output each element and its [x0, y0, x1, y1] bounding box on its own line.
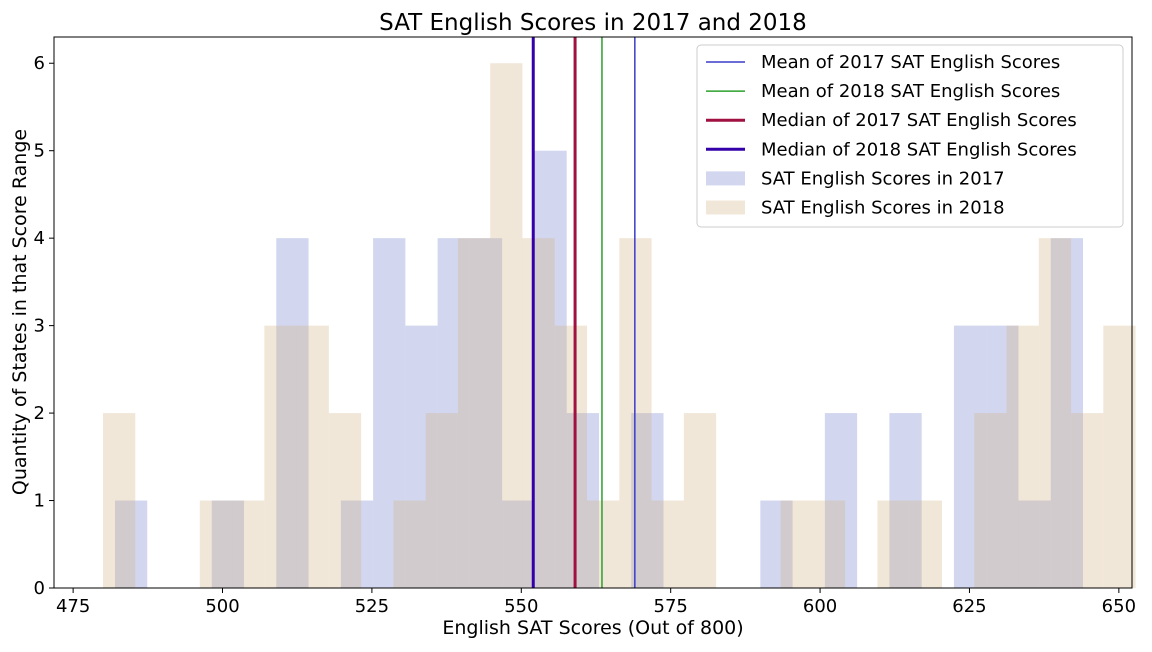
x-tick-label: 600 [803, 596, 837, 617]
y-tick-label: 6 [34, 53, 45, 74]
legend-swatch [706, 200, 745, 215]
legend-label: Median of 2018 SAT English Scores [761, 139, 1077, 160]
hist-bar-2017 [953, 325, 987, 588]
hist-bar-2017 [534, 150, 567, 588]
hist-bar-2017 [437, 238, 470, 588]
hist-bar-2018 [812, 500, 846, 588]
hist-bar-2017 [1018, 500, 1051, 588]
hist-bar-2018 [780, 500, 813, 588]
legend-label: SAT English Scores in 2018 [761, 198, 1005, 219]
hist-bar-2018 [264, 325, 297, 588]
legend-label: Mean of 2017 SAT English Scores [761, 52, 1060, 73]
hist-bar-2018 [457, 238, 491, 588]
x-axis-label: English SAT Scores (Out of 800) [442, 617, 743, 639]
hist-bar-2018 [1071, 413, 1104, 588]
hist-bar-2018 [232, 500, 265, 588]
plot-frame [53, 36, 1133, 589]
hist-bar-2018 [1038, 238, 1072, 588]
hist-bar-2017 [405, 325, 438, 588]
x-tick-label: 525 [355, 596, 389, 617]
hist-bar-2018 [522, 238, 555, 588]
hist-bar-2017 [824, 413, 858, 588]
y-tick-label: 4 [34, 228, 45, 249]
hist-bar-2017 [631, 413, 664, 588]
reference-lines-layer [531, 37, 636, 588]
hist-bar-2018 [909, 500, 942, 588]
legend-label: Mean of 2018 SAT English Scores [761, 81, 1060, 102]
hist-bar-2017 [276, 238, 309, 588]
legend: Mean of 2017 SAT English Scores Mean of 2… [696, 44, 1124, 228]
hist-bar-2018 [490, 63, 523, 588]
hist-bar-2018 [683, 413, 717, 588]
x-tick-label: 475 [56, 596, 90, 617]
hist-bar-2018 [393, 500, 426, 588]
bars-layer [103, 63, 1136, 588]
legend-swatch [706, 171, 745, 186]
hist-bar-2017 [760, 500, 793, 588]
x-tick-label: 650 [1102, 596, 1136, 617]
x-tick-label: 575 [654, 596, 688, 617]
hist-bar-2017 [502, 500, 535, 588]
hist-bar-2017 [889, 413, 922, 588]
hist-bar-2018 [1006, 325, 1039, 588]
hist-bar-2017 [986, 325, 1019, 588]
hist-bar-2018 [651, 500, 684, 588]
hist-bar-2018 [296, 325, 329, 588]
hist-bar-2018 [103, 413, 136, 588]
x-tick-label: 500 [205, 596, 239, 617]
hist-bar-2017 [114, 500, 148, 588]
y-tick-label: 0 [34, 578, 45, 599]
y-tick-label: 5 [34, 141, 45, 162]
hist-bar-2017 [566, 413, 599, 588]
y-tick-label: 1 [34, 491, 45, 512]
hist-bar-2018 [877, 500, 910, 588]
hist-bar-2017 [340, 500, 374, 588]
hist-bar-2018 [554, 325, 588, 588]
hist-bar-2017 [373, 238, 406, 588]
hist-bar-2018 [1103, 325, 1136, 588]
hist-bar-2018 [587, 500, 620, 588]
x-tick-label: 625 [952, 596, 986, 617]
hist-bar-2018 [425, 413, 458, 588]
legend-label: SAT English Scores in 2017 [761, 168, 1005, 189]
hist-bar-2018 [328, 413, 362, 588]
y-axis-ticks: 0 1 2 3 4 5 6 [34, 53, 54, 599]
hist-bar-2018 [974, 413, 1007, 588]
chart-title: SAT English Scores in 2017 and 2018 [379, 10, 807, 36]
hist-bar-2017 [1050, 238, 1083, 588]
y-tick-label: 3 [34, 316, 45, 337]
legend-box [696, 44, 1124, 228]
y-tick-label: 2 [34, 403, 45, 424]
y-axis-label: Quantity of States in that Score Range [9, 129, 31, 495]
x-axis-ticks: 475 500 525 550 575 600 625 650 [56, 588, 1136, 617]
hist-bar-2017 [211, 500, 245, 588]
x-tick-label: 550 [504, 596, 538, 617]
legend-label: Median of 2017 SAT English Scores [761, 110, 1077, 131]
hist-bar-2017 [469, 238, 503, 588]
hist-bar-2018 [199, 500, 233, 588]
